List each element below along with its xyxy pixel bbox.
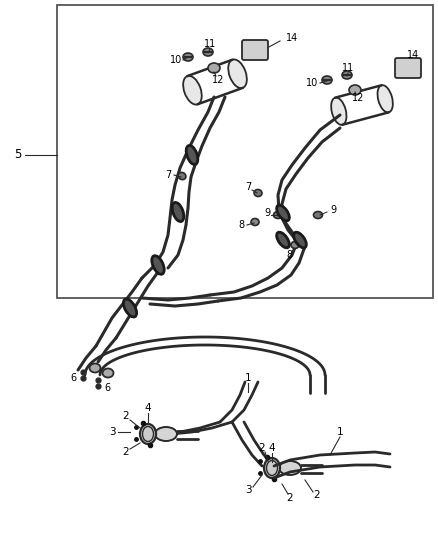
Ellipse shape: [378, 85, 393, 112]
Ellipse shape: [183, 53, 193, 61]
Ellipse shape: [331, 98, 346, 125]
Text: 9: 9: [330, 205, 336, 215]
Bar: [57, 5, 433, 298]
Ellipse shape: [172, 203, 184, 222]
Text: 2: 2: [123, 447, 129, 457]
Text: 5: 5: [14, 149, 22, 161]
FancyBboxPatch shape: [242, 40, 268, 60]
Ellipse shape: [273, 212, 283, 219]
Text: 7: 7: [165, 170, 171, 180]
Text: 8: 8: [238, 220, 244, 230]
Text: 2: 2: [287, 493, 293, 503]
Ellipse shape: [322, 76, 332, 84]
Ellipse shape: [314, 212, 322, 219]
Ellipse shape: [291, 241, 299, 248]
Text: 4: 4: [145, 403, 151, 413]
Text: 10: 10: [170, 55, 182, 65]
Ellipse shape: [251, 219, 259, 225]
Text: 2: 2: [123, 411, 129, 421]
Text: 6: 6: [104, 383, 110, 393]
Text: 11: 11: [204, 39, 216, 49]
Ellipse shape: [277, 232, 290, 248]
Ellipse shape: [203, 48, 213, 56]
Ellipse shape: [349, 85, 361, 95]
Ellipse shape: [102, 368, 113, 377]
Text: 10: 10: [306, 78, 318, 88]
Text: 12: 12: [212, 75, 224, 85]
Text: 3: 3: [109, 427, 115, 437]
Ellipse shape: [254, 190, 262, 197]
Ellipse shape: [279, 461, 301, 475]
Text: 11: 11: [342, 63, 354, 73]
Text: 2: 2: [259, 443, 265, 453]
Ellipse shape: [293, 232, 306, 248]
Ellipse shape: [89, 364, 100, 373]
Text: 14: 14: [286, 33, 298, 43]
Ellipse shape: [178, 172, 186, 180]
Text: 3: 3: [245, 485, 251, 495]
Text: 7: 7: [245, 182, 251, 192]
Ellipse shape: [208, 63, 220, 73]
Ellipse shape: [124, 299, 137, 317]
Ellipse shape: [264, 458, 280, 478]
Ellipse shape: [277, 205, 290, 221]
Text: 8: 8: [286, 250, 292, 260]
Text: 14: 14: [407, 50, 419, 60]
Ellipse shape: [155, 427, 177, 441]
Ellipse shape: [152, 256, 164, 274]
Ellipse shape: [342, 71, 352, 79]
Ellipse shape: [228, 59, 247, 88]
Text: 6: 6: [70, 373, 76, 383]
Text: 9: 9: [264, 208, 270, 218]
Text: 2: 2: [314, 490, 320, 500]
FancyBboxPatch shape: [395, 58, 421, 78]
Text: 1: 1: [337, 427, 343, 437]
Ellipse shape: [186, 146, 198, 165]
Text: 1: 1: [245, 373, 251, 383]
Text: 12: 12: [352, 93, 364, 103]
Ellipse shape: [183, 76, 202, 104]
Text: 4: 4: [268, 443, 276, 453]
Ellipse shape: [140, 424, 156, 444]
